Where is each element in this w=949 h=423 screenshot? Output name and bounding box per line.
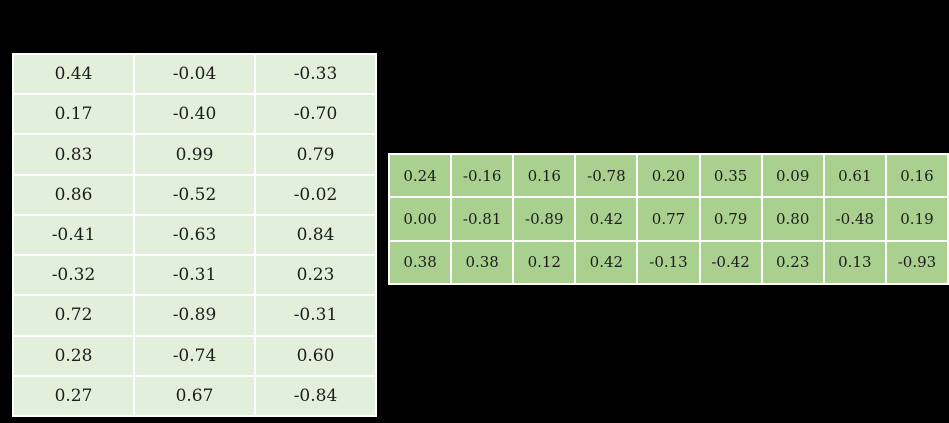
- matrix-cell: -0.93: [884, 239, 949, 286]
- matrix-cell: 0.38: [387, 239, 453, 286]
- matrix-cell: 0.23: [760, 239, 825, 286]
- matrix-cell: -0.89: [133, 294, 256, 337]
- matrix-cell: 0.17: [12, 93, 135, 136]
- matrix-cell: 0.99: [133, 133, 256, 176]
- matrix-cell: -0.16: [450, 152, 515, 199]
- matrix-cell: 0.27: [12, 374, 135, 418]
- matrix-cell: -0.33: [254, 52, 377, 96]
- matrix-cell: 0.23: [254, 254, 377, 297]
- matrix-cell: -0.81: [450, 196, 515, 242]
- table-row: 0.28 -0.74 0.60: [12, 334, 377, 377]
- table-row: 0.86 -0.52 -0.02: [12, 173, 377, 216]
- table-row: 0.24 -0.16 0.16 -0.78 0.20 0.35 0.09 0.61 0.16: [387, 152, 949, 199]
- matrix-cell: -0.70: [254, 93, 377, 136]
- matrix-cell: 0.72: [12, 294, 135, 337]
- matrix-cell: -0.63: [133, 213, 256, 257]
- matrix-cell: 0.16: [512, 152, 577, 199]
- matrix-cell: 0.42: [574, 239, 639, 286]
- matrix-cell: -0.74: [133, 334, 256, 377]
- matrix-cell: 0.79: [698, 196, 763, 242]
- matrix-cell: 0.00: [387, 196, 453, 242]
- matrix-cell: -0.32: [12, 254, 135, 297]
- matrix-cell: -0.48: [822, 196, 887, 242]
- table-row: 0.17 -0.40 -0.70: [12, 93, 377, 136]
- matrix-cell: -0.78: [574, 152, 639, 199]
- table-row: 0.72 -0.89 -0.31: [12, 294, 377, 337]
- matrix-cell: 0.13: [822, 239, 887, 286]
- matrix-cell: 0.84: [254, 213, 377, 257]
- matrix-cell: 0.12: [512, 239, 577, 286]
- table-row: -0.32 -0.31 0.23: [12, 254, 377, 297]
- matrix-cell: 0.67: [133, 374, 256, 418]
- matrix-cell: 0.09: [760, 152, 825, 199]
- matrix-cell: 0.60: [254, 334, 377, 377]
- matrix-cell: -0.42: [698, 239, 763, 286]
- matrix-cell: 0.83: [12, 133, 135, 176]
- matrix-cell: -0.31: [254, 294, 377, 337]
- matrix-cell: -0.31: [133, 254, 256, 297]
- matrix-cell: 0.16: [884, 152, 949, 199]
- matrix-cell: -0.41: [12, 213, 135, 257]
- matrix-cell: 0.24: [387, 152, 453, 199]
- matrix-cell: 0.61: [822, 152, 887, 199]
- matrix-cell: -0.40: [133, 93, 256, 136]
- matrix-table-9x3: 0.44 -0.04 -0.33 0.17 -0.40 -0.70 0.83 0.99 0.79…: [12, 52, 377, 418]
- table-row: 0.83 0.99 0.79: [12, 133, 377, 176]
- table-row: 0.27 0.67 -0.84: [12, 374, 377, 418]
- matrix-cell: -0.04: [133, 52, 256, 96]
- matrix-cell: -0.52: [133, 173, 256, 216]
- matrix-cell: 0.86: [12, 173, 135, 216]
- matrix-cell: -0.02: [254, 173, 377, 216]
- matrix-cell: 0.19: [884, 196, 949, 242]
- matrix-cell: 0.77: [636, 196, 701, 242]
- matrix-cell: 0.79: [254, 133, 377, 176]
- matrix-cell: 0.35: [698, 152, 763, 199]
- matrix-cell: 0.42: [574, 196, 639, 242]
- matrix-cell: 0.44: [12, 52, 135, 96]
- matrix-cell: 0.28: [12, 334, 135, 377]
- matrix-cell: 0.20: [636, 152, 701, 199]
- matrix-cell: 0.38: [450, 239, 515, 286]
- table-row: -0.41 -0.63 0.84: [12, 213, 377, 257]
- matrix-cell: 0.80: [760, 196, 825, 242]
- matrix-cell: -0.89: [512, 196, 577, 242]
- table-row: 0.00 -0.81 -0.89 0.42 0.77 0.79 0.80 -0.48 0.19: [387, 196, 949, 242]
- matrix-table-3x9: 0.24 -0.16 0.16 -0.78 0.20 0.35 0.09 0.61 0.16 0.…: [387, 152, 949, 286]
- matrix-cell: -0.13: [636, 239, 701, 286]
- table-row: 0.38 0.38 0.12 0.42 -0.13 -0.42 0.23 0.13 -0.93: [387, 239, 949, 286]
- matrix-cell: -0.84: [254, 374, 377, 418]
- table-row: 0.44 -0.04 -0.33: [12, 52, 377, 96]
